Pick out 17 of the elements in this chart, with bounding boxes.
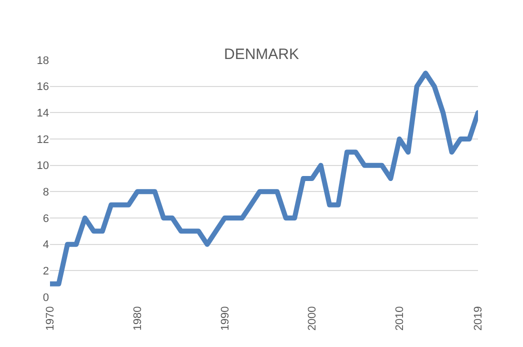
x-tick-label: 2019 [472, 306, 485, 331]
y-tick-label: 16 [36, 81, 49, 94]
x-tick-label: 2010 [394, 306, 406, 331]
y-tick-label: 10 [36, 160, 49, 172]
x-tick-label: 1980 [132, 306, 144, 331]
y-tick-label: 6 [42, 212, 49, 225]
y-tick-label: 14 [36, 108, 49, 120]
chart-title: DENMARK [224, 46, 300, 64]
y-tick-label: 4 [42, 239, 49, 252]
y-tick-label: 12 [36, 134, 49, 146]
y-tick-label: 8 [42, 186, 49, 199]
x-tick-label: 2000 [306, 306, 319, 331]
y-tick-label: 0 [42, 292, 49, 304]
x-tick-label: 1990 [219, 306, 232, 331]
y-tick-label: 2 [42, 266, 49, 278]
y-tick-label: 18 [36, 54, 49, 67]
x-tick-label: 1970 [44, 306, 57, 331]
